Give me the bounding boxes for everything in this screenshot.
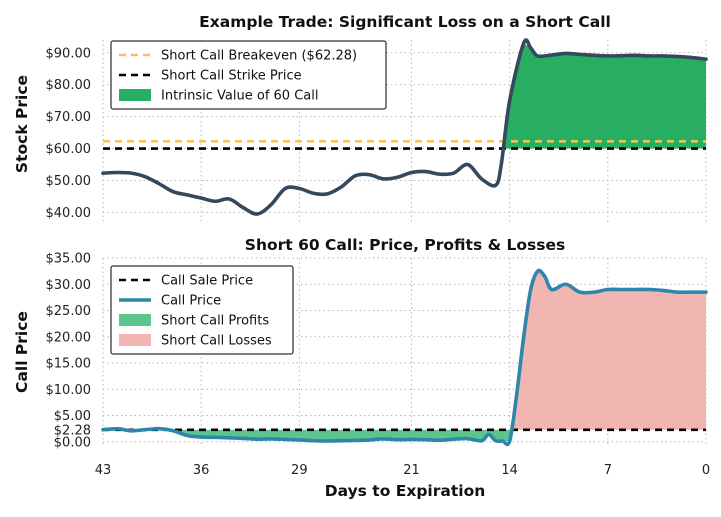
legend-swatch [119, 334, 151, 346]
y-tick-label: $30.00 [46, 278, 92, 293]
x-tick-label: 36 [193, 463, 210, 478]
stock-price-line [101, 38, 708, 216]
bottom-chart-y-axis-label: Call Price [13, 311, 31, 393]
legend: Call Sale Price Call Price Short Call Prof… [110, 265, 294, 355]
legend-swatch [119, 314, 151, 326]
legend-label: Intrinsic Value of 60 Call [161, 89, 318, 104]
y-tick-label: $35.00 [46, 252, 92, 267]
intrinsic-value-fill [503, 43, 706, 149]
y-tick-label: $2.28 [54, 423, 91, 438]
bottom-chart-title: Short 60 Call: Price, Profits & Losses [245, 236, 565, 254]
x-tick-label: 21 [403, 463, 420, 478]
call-price-line [101, 268, 708, 447]
legend-box [110, 40, 387, 110]
y-tick-label: $5.00 [54, 409, 91, 424]
top-chart-y-axis-label: Stock Price [13, 75, 31, 173]
x-tick-label: 29 [291, 463, 308, 478]
y-tick-label: $20.00 [46, 330, 92, 345]
legend-label: Short Call Breakeven ($62.28) [161, 49, 357, 64]
x-tick-label: 14 [501, 463, 518, 478]
y-tick-label: $70.00 [46, 110, 92, 125]
y-tick-label: $40.00 [46, 206, 92, 221]
y-tick-label: $90.00 [46, 46, 92, 61]
x-tick-label: 43 [95, 463, 112, 478]
y-tick-label: $0.00 [54, 435, 91, 450]
legend-label: Call Price [161, 294, 221, 309]
y-tick-label: $60.00 [46, 142, 92, 157]
top-chart: $40.00 $50.00 $60.00 $70.00 $80.00 $90.00 Shor… [46, 38, 708, 222]
legend-box [110, 265, 294, 355]
legend-swatch [119, 89, 151, 101]
y-tick-label: $50.00 [46, 174, 92, 189]
legend-label: Short Call Strike Price [161, 69, 302, 84]
short-call-losses-fill [512, 271, 706, 430]
y-tick-label: $10.00 [46, 383, 92, 398]
x-tick-label: 7 [604, 463, 612, 478]
y-tick-label: $25.00 [46, 304, 92, 319]
legend-label: Call Sale Price [161, 274, 253, 289]
bottom-chart: $0.00$2.28$5.00 $10.00 $15.00 $20.00 $25.00 $… [46, 252, 711, 479]
bottom-chart-x-axis-label: Days to Expiration [325, 482, 486, 500]
x-tick-label: 0 [702, 463, 710, 478]
legend-label: Short Call Losses [161, 334, 272, 349]
y-tick-label: $15.00 [46, 357, 92, 372]
y-tick-label: $80.00 [46, 78, 92, 93]
legend-label: Short Call Profits [161, 314, 269, 329]
legend: Short Call Breakeven ($62.28) Short Call … [110, 40, 387, 110]
top-chart-title: Example Trade: Significant Loss on a Sho… [199, 13, 611, 31]
